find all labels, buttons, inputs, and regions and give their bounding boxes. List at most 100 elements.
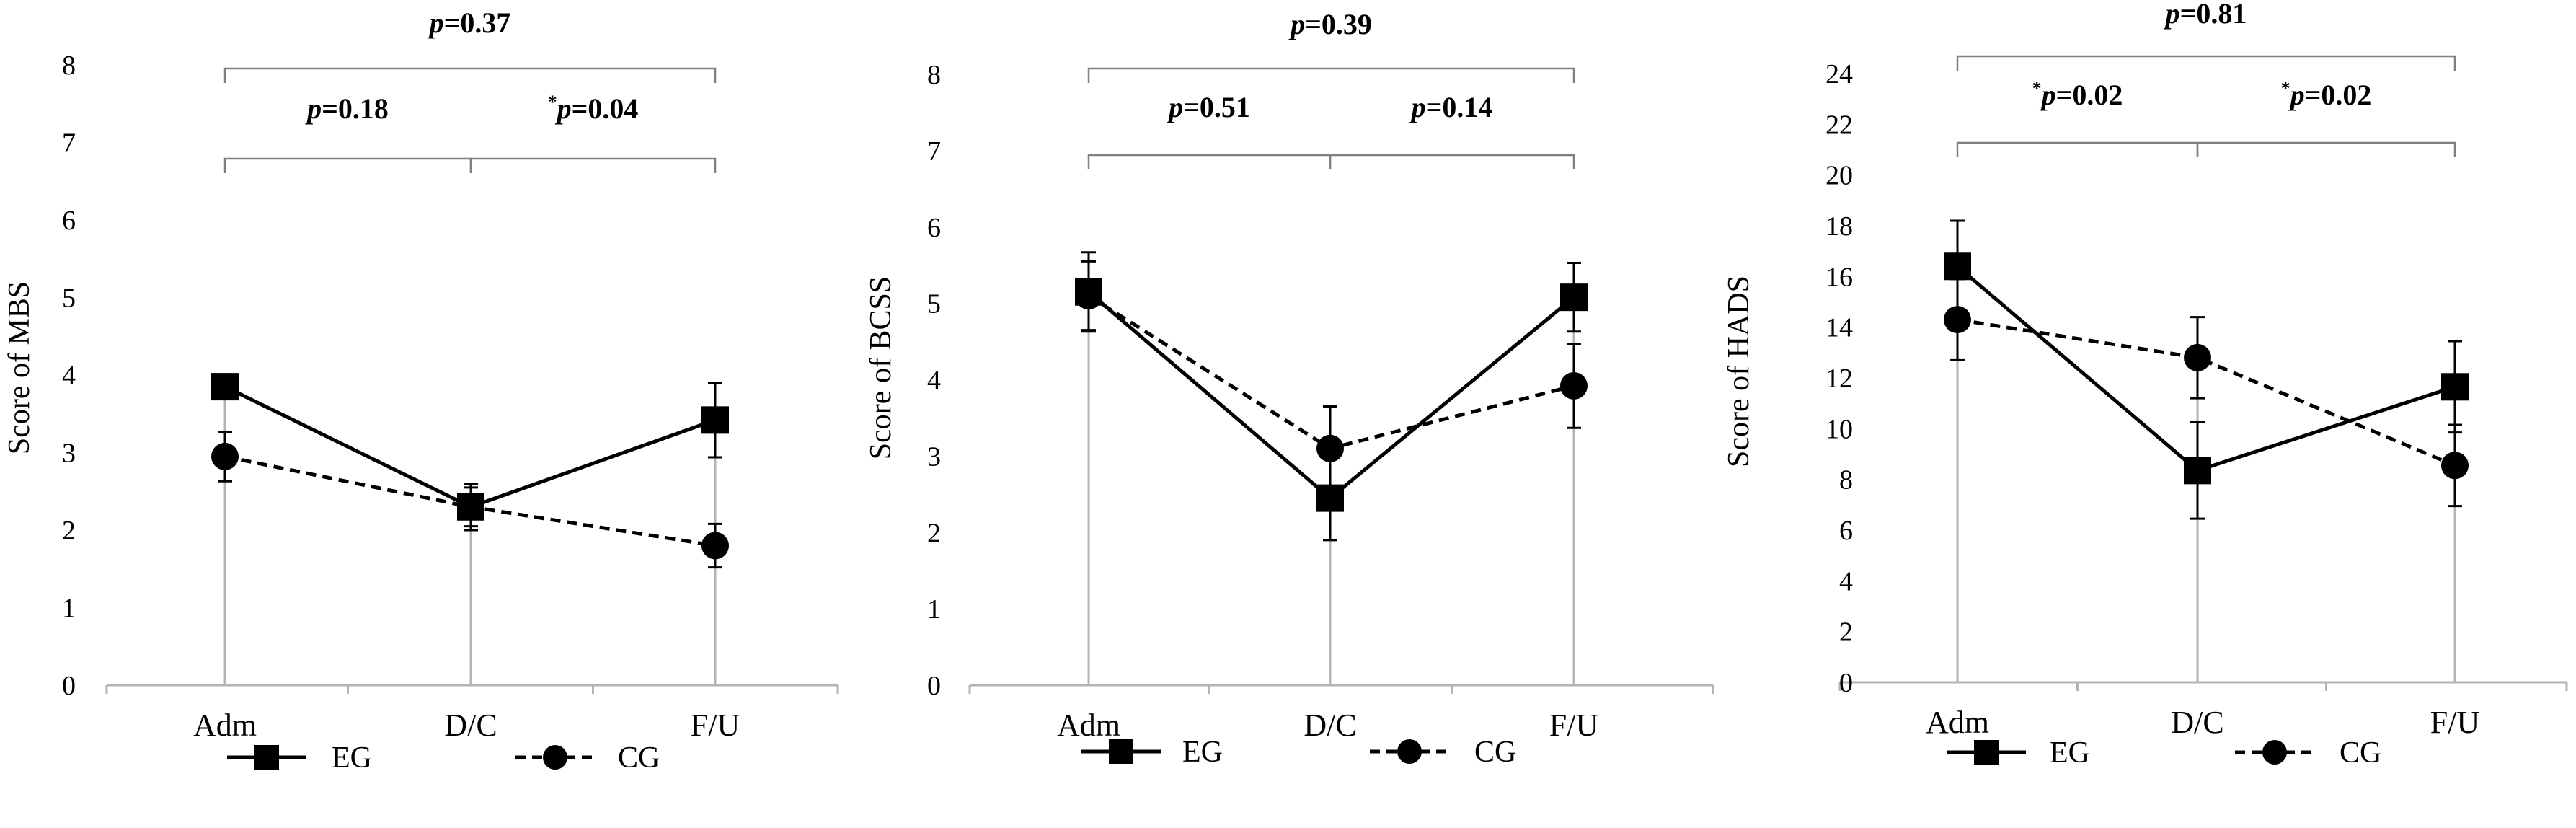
y-axis-label: Score of MBS	[3, 281, 36, 454]
data-point-cg	[1316, 434, 1344, 462]
data-point-eg	[701, 406, 729, 434]
p-value: =0.18	[322, 92, 389, 125]
p-value-label: *p=0.02	[2281, 78, 2372, 111]
legend-marker-cg	[2262, 740, 2287, 765]
y-tick-label: 4	[927, 366, 941, 396]
x-tick-label: Adm	[1057, 708, 1120, 743]
legend-marker-cg	[543, 745, 567, 770]
p-value: =0.81	[2180, 0, 2247, 30]
p-value: =0.04	[572, 92, 639, 125]
y-tick-label: 8	[927, 60, 941, 90]
data-point-cg	[2184, 343, 2211, 371]
p-symbol: p	[2288, 79, 2305, 111]
y-tick-label: 6	[62, 206, 76, 236]
y-tick-label: 2	[927, 518, 941, 548]
series-line-cg	[1957, 317, 2456, 467]
p-value-label: p=0.37	[428, 6, 511, 39]
y-tick-label: 0	[62, 671, 76, 701]
legend-marker-cg	[1397, 739, 1422, 764]
y-tick-label: 14	[1825, 313, 1853, 343]
p-value: =0.37	[444, 6, 511, 39]
x-tick-label: Adm	[193, 708, 257, 743]
p-symbol: p	[555, 92, 572, 125]
significance-star: *	[2032, 78, 2042, 99]
legend-label-cg: CG	[618, 741, 660, 775]
significance-bracket	[1329, 154, 1575, 169]
p-value-label: *p=0.04	[548, 92, 639, 125]
p-value-label: p=0.14	[1409, 91, 1493, 123]
significance-bracket	[2196, 141, 2456, 157]
legend-label-cg: CG	[1474, 736, 1516, 769]
y-tick-label: 16	[1825, 262, 1853, 292]
significance-bracket	[1087, 67, 1575, 83]
x-tick-label: D/C	[2171, 705, 2223, 740]
p-value: =0.02	[2056, 79, 2123, 111]
y-tick-label: 5	[62, 283, 76, 314]
p-value: =0.14	[1426, 91, 1493, 123]
x-tick-label: Adm	[1926, 705, 1989, 740]
y-tick-label: 4	[62, 361, 76, 391]
legend-label-eg: EG	[2050, 736, 2090, 770]
y-tick-label: 20	[1825, 161, 1853, 191]
x-tick-label: F/U	[691, 708, 740, 743]
y-tick-label: 1	[927, 594, 941, 625]
p-symbol: p	[305, 92, 322, 125]
y-tick-label: 3	[927, 441, 941, 472]
y-tick-label: 24	[1825, 59, 1853, 89]
y-tick-label: 0	[927, 671, 941, 701]
x-tick-label: F/U	[1549, 708, 1598, 743]
y-tick-label: 7	[927, 136, 941, 167]
significance-star: *	[2281, 78, 2290, 99]
data-point-eg	[1944, 252, 1971, 281]
legend-marker-eg	[254, 745, 279, 770]
data-point-cg	[1560, 371, 1588, 400]
significance-bracket	[1956, 55, 2456, 71]
p-symbol: p	[2040, 79, 2056, 111]
data-point-cg	[1075, 282, 1102, 310]
data-point-cg	[457, 493, 484, 521]
y-tick-label: 6	[1839, 516, 1853, 546]
data-point-eg	[1560, 283, 1588, 312]
y-tick-label: 22	[1825, 110, 1853, 140]
p-value: =0.39	[1305, 8, 1372, 40]
p-symbol: p	[1409, 91, 1426, 123]
y-tick-label: 6	[927, 213, 941, 243]
legend-marker-eg	[1974, 740, 1999, 765]
y-tick-label: 2	[62, 516, 76, 546]
data-point-cg	[211, 442, 239, 470]
y-tick-label: 5	[927, 289, 941, 320]
p-symbol: p	[2164, 0, 2180, 30]
legend-marker-eg	[1109, 739, 1133, 764]
p-value-label: p=0.18	[305, 92, 389, 125]
y-axis-label: Score of BCSS	[864, 276, 898, 459]
p-symbol: p	[1288, 8, 1305, 40]
data-point-eg	[2184, 457, 2211, 485]
series-line-eg	[1956, 265, 2456, 473]
significance-bracket	[223, 157, 472, 173]
data-point-eg	[211, 373, 239, 401]
significance-bracket	[223, 67, 717, 83]
y-tick-label: 12	[1825, 364, 1853, 394]
y-tick-label: 2	[1839, 617, 1853, 648]
p-value: =0.51	[1183, 91, 1250, 123]
data-point-cg	[1944, 306, 1971, 334]
y-tick-label: 0	[1839, 668, 1853, 698]
p-value-label: p=0.39	[1288, 8, 1372, 40]
p-value-label: p=0.51	[1167, 91, 1250, 123]
y-tick-label: 8	[1839, 465, 1853, 496]
y-tick-label: 18	[1825, 211, 1853, 242]
y-tick-label: 10	[1825, 414, 1853, 444]
x-tick-label: D/C	[444, 708, 497, 743]
significance-bracket	[1956, 141, 2199, 157]
y-tick-label: 1	[62, 594, 76, 624]
legend-label-cg: CG	[2340, 736, 2381, 770]
y-axis-label: Score of HADS	[1722, 276, 1756, 467]
data-point-eg	[2441, 373, 2469, 401]
p-value-label: p=0.81	[2164, 0, 2247, 30]
p-symbol: p	[1167, 91, 1183, 123]
